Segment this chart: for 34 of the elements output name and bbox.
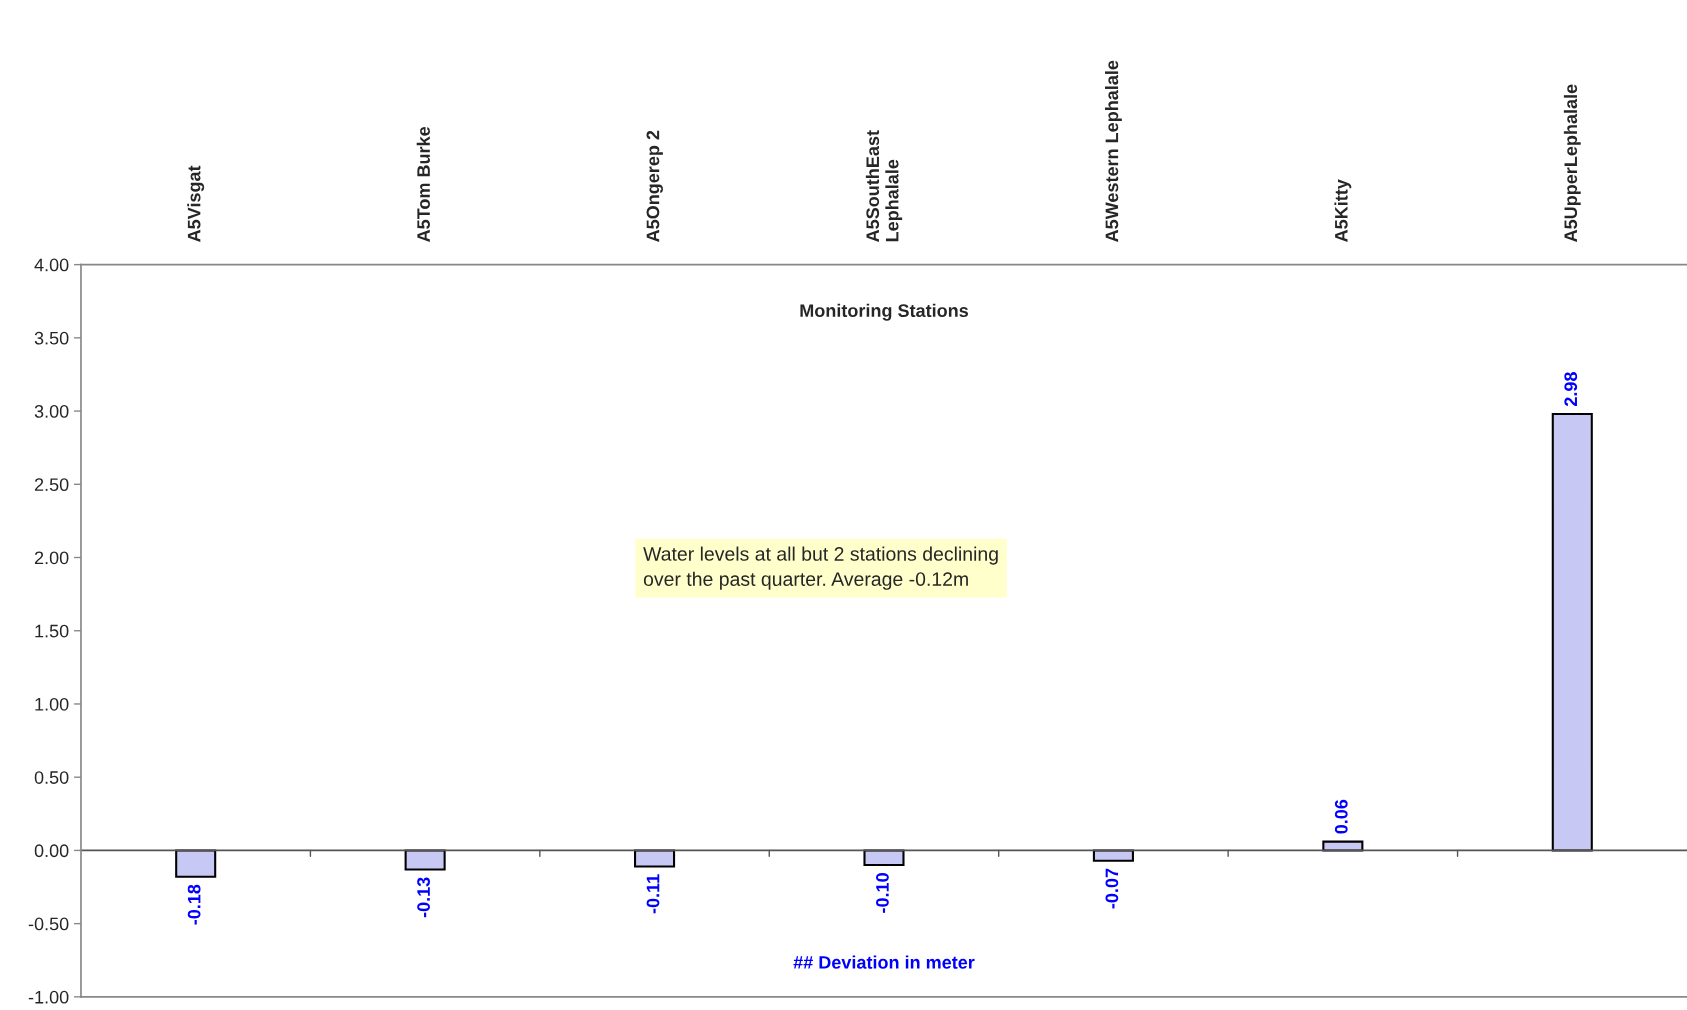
data-label: 2.98 [1564, 372, 1578, 407]
annotation: Water levels at all but 2 stations declining over the past quarter. Average -0.12m [643, 546, 998, 590]
y-tick-label: 0.00 [34, 844, 69, 858]
x-tick-label: A5Ongerep 2 [646, 130, 663, 242]
x-tick-label: A5Visgat [187, 165, 205, 242]
x-tick-label: A5UpperLephalale [1563, 84, 1581, 242]
y-tick-label: 2.50 [34, 478, 69, 492]
bar [863, 849, 905, 867]
x-axis-title: ## Deviation in meter [793, 955, 975, 969]
y-tick-label: 3.50 [34, 331, 69, 345]
y-tick-label: 4.00 [34, 258, 69, 272]
y-tick-label: 0.50 [34, 771, 69, 784]
y-tick-label: -1.00 [28, 990, 69, 1004]
bar [404, 849, 446, 871]
y-tick-label: 3.00 [34, 405, 69, 418]
x-tick-label: A5Western Lephalale [1105, 60, 1122, 242]
bar [634, 849, 676, 868]
data-label: -0.13 [417, 877, 430, 918]
data-label: -0.18 [187, 884, 201, 925]
y-tick-label: 1.00 [35, 697, 69, 711]
bar [175, 849, 217, 878]
bar [1092, 849, 1134, 862]
data-label: 0.06 [1334, 799, 1348, 834]
bar [1551, 412, 1593, 852]
x-tick-label: A5Tom Burke [416, 126, 430, 242]
text: Monitoring Stations [800, 303, 968, 321]
y-tick-label: -0.50 [28, 917, 69, 931]
x-tick-label: A5SouthEast Lephalale [865, 130, 903, 242]
y-tick-label: 1.50 [35, 624, 69, 638]
data-label: -0.07 [1105, 868, 1119, 909]
data-label: -0.11 [646, 874, 660, 914]
x-tick-label: A5Kitty [1334, 179, 1352, 242]
data-label: -0.10 [876, 873, 889, 913]
y-tick-label: 2.00 [34, 551, 69, 565]
